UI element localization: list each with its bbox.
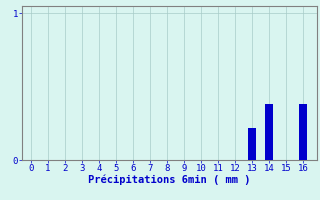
X-axis label: Précipitations 6min ( mm ): Précipitations 6min ( mm ) <box>88 175 251 185</box>
Bar <box>299 104 308 160</box>
Bar <box>248 128 256 160</box>
Bar <box>265 104 273 160</box>
